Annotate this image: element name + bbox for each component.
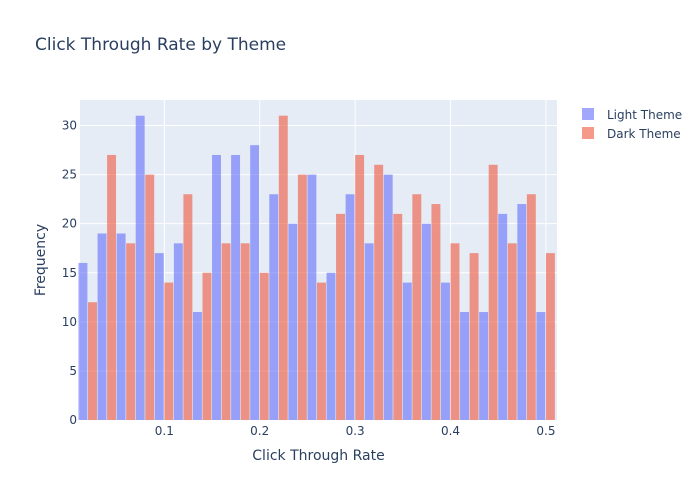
y-tick-label: 15 [62, 266, 77, 280]
bar-light-theme[interactable] [460, 312, 470, 420]
x-tick-label: 0.3 [346, 424, 365, 438]
bar-dark-theme[interactable] [145, 174, 155, 420]
bar-dark-theme[interactable] [278, 115, 288, 421]
legend-swatch-dark-theme [582, 127, 594, 139]
bar-light-theme[interactable] [479, 312, 489, 420]
y-axis-ticks: 0 5 10 15 20 25 30 [62, 119, 77, 427]
bar-light-theme[interactable] [517, 204, 527, 420]
bar-light-theme[interactable] [135, 115, 145, 421]
x-tick-label: 0.2 [250, 424, 269, 438]
legend-item-light-theme[interactable]: Light Theme [582, 108, 682, 122]
bar-dark-theme[interactable] [545, 253, 555, 420]
bar-light-theme[interactable] [250, 145, 260, 420]
bar-dark-theme[interactable] [469, 253, 479, 420]
bar-light-theme[interactable] [173, 243, 183, 420]
legend-label-light-theme: Light Theme [607, 108, 682, 122]
bar-dark-theme[interactable] [393, 213, 403, 420]
y-tick-label: 5 [69, 364, 77, 378]
legend-swatch-light-theme [582, 108, 594, 120]
bar-light-theme[interactable] [192, 312, 202, 420]
bar-light-theme[interactable] [421, 223, 431, 420]
x-axis-title: Click Through Rate [252, 448, 384, 464]
bar-dark-theme[interactable] [126, 243, 136, 420]
bar-light-theme[interactable] [440, 282, 450, 420]
bar-light-theme[interactable] [307, 174, 317, 420]
legend-label-dark-theme: Dark Theme [607, 127, 681, 141]
y-tick-label: 0 [69, 413, 77, 427]
bar-light-theme[interactable] [345, 194, 355, 420]
bar-dark-theme[interactable] [88, 302, 97, 420]
bar-light-theme[interactable] [154, 253, 164, 420]
bar-dark-theme[interactable] [297, 174, 307, 420]
bar-dark-theme[interactable] [221, 243, 231, 420]
y-tick-label: 30 [62, 119, 77, 133]
bar-dark-theme[interactable] [355, 154, 365, 420]
bar-dark-theme[interactable] [526, 194, 536, 420]
bar-dark-theme[interactable] [164, 282, 174, 420]
bar-light-theme[interactable] [383, 174, 393, 420]
y-tick-label: 25 [62, 168, 77, 182]
y-tick-label: 20 [62, 217, 77, 231]
x-axis-ticks: 0.1 0.2 0.3 0.4 0.5 [155, 424, 556, 438]
bars [78, 115, 555, 421]
bar-light-theme[interactable] [212, 154, 221, 420]
chart-title: Click Through Rate by Theme [35, 35, 286, 55]
bar-dark-theme[interactable] [183, 194, 193, 420]
bar-light-theme[interactable] [269, 194, 279, 420]
bar-dark-theme[interactable] [336, 213, 345, 420]
bar-dark-theme[interactable] [107, 154, 117, 420]
bar-light-theme[interactable] [116, 233, 126, 420]
bar-light-theme[interactable] [231, 154, 241, 420]
x-tick-label: 0.4 [441, 424, 460, 438]
x-tick-label: 0.1 [155, 424, 174, 438]
bar-dark-theme[interactable] [507, 243, 517, 420]
bar-dark-theme[interactable] [202, 272, 212, 420]
bar-light-theme[interactable] [364, 243, 374, 420]
bar-dark-theme[interactable] [450, 243, 460, 420]
legend-item-dark-theme[interactable]: Dark Theme [582, 127, 681, 141]
bar-dark-theme[interactable] [412, 194, 422, 420]
bar-dark-theme[interactable] [431, 204, 441, 420]
y-axis-title: Frequency [33, 224, 49, 296]
bar-dark-theme[interactable] [488, 164, 498, 420]
bar-light-theme[interactable] [97, 233, 107, 420]
bar-dark-theme[interactable] [240, 243, 250, 420]
legend: Light Theme Dark Theme [582, 108, 682, 141]
bar-light-theme[interactable] [536, 312, 546, 420]
bar-light-theme[interactable] [498, 213, 508, 420]
bar-light-theme[interactable] [288, 223, 298, 420]
x-tick-label: 0.5 [536, 424, 555, 438]
bar-light-theme[interactable] [402, 282, 412, 420]
bar-light-theme[interactable] [326, 272, 336, 420]
bar-dark-theme[interactable] [259, 272, 269, 420]
bar-dark-theme[interactable] [374, 164, 384, 420]
y-tick-label: 10 [62, 315, 77, 329]
bar-dark-theme[interactable] [316, 282, 326, 420]
bar-light-theme[interactable] [78, 262, 88, 420]
